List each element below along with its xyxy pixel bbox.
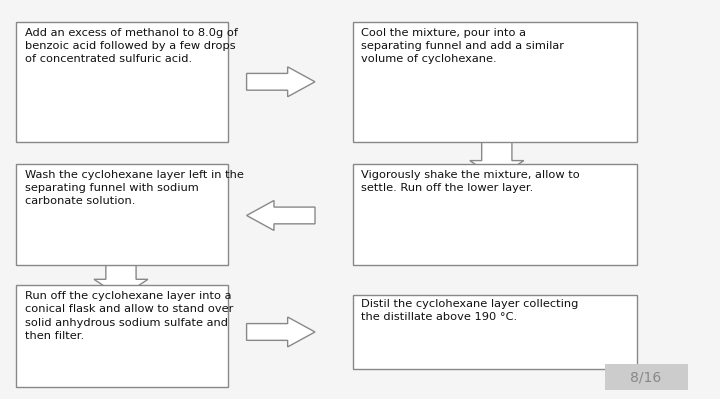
Text: Add an excess of methanol to 8.0g of
benzoic acid followed by a few drops
of con: Add an excess of methanol to 8.0g of ben… (25, 28, 238, 64)
Bar (605, 364, 688, 390)
FancyBboxPatch shape (353, 295, 637, 369)
Polygon shape (246, 67, 315, 97)
FancyBboxPatch shape (16, 164, 228, 265)
FancyBboxPatch shape (353, 164, 637, 265)
Text: Vigorously shake the mixture, allow to
settle. Run off the lower layer.: Vigorously shake the mixture, allow to s… (361, 170, 580, 193)
Text: 8/16: 8/16 (630, 371, 662, 385)
Text: Run off the cyclohexane layer into a
conical flask and allow to stand over
solid: Run off the cyclohexane layer into a con… (25, 291, 233, 341)
Text: Wash the cyclohexane layer left in the
separating funnel with sodium
carbonate s: Wash the cyclohexane layer left in the s… (25, 170, 244, 206)
Polygon shape (246, 317, 315, 347)
FancyBboxPatch shape (16, 22, 228, 142)
FancyBboxPatch shape (16, 285, 228, 387)
Text: Distil the cyclohexane layer collecting
the distillate above 190 °C.: Distil the cyclohexane layer collecting … (361, 299, 579, 322)
FancyBboxPatch shape (353, 22, 637, 142)
Polygon shape (469, 141, 523, 179)
Polygon shape (94, 265, 148, 297)
Polygon shape (246, 201, 315, 231)
Text: Cool the mixture, pour into a
separating funnel and add a similar
volume of cycl: Cool the mixture, pour into a separating… (361, 28, 564, 64)
